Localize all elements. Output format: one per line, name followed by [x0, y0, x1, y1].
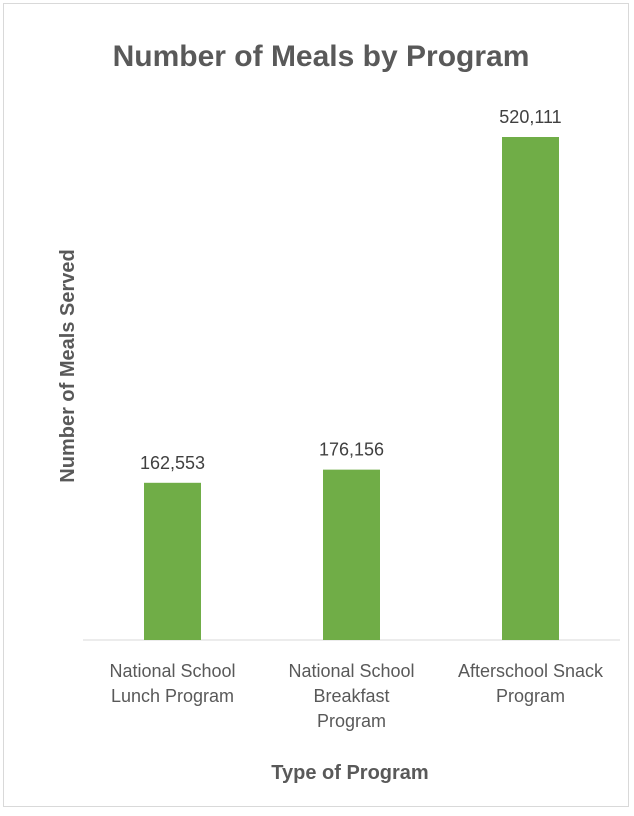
y-axis-title: Number of Meals Served	[57, 249, 79, 482]
category-label-line: Breakfast	[313, 686, 389, 706]
data-label-3: 520,111	[499, 107, 561, 127]
category-label-line: Program	[317, 711, 386, 731]
bar-2	[323, 469, 380, 640]
plot-layer: 162,553 National School Lunch Program 176,1…	[83, 107, 620, 731]
data-label-2: 176,156	[319, 440, 384, 460]
bar-3	[502, 137, 559, 640]
bar-1	[144, 482, 201, 640]
category-label-3: Afterschool Snack Program	[458, 661, 604, 706]
chart-area: Number of Meals by Program Number of Mea…	[3, 3, 629, 807]
category-label-line: National School	[109, 661, 235, 681]
category-label-line: Program	[496, 686, 565, 706]
x-axis-title: Type of Program	[271, 762, 428, 784]
data-label-1: 162,553	[140, 453, 205, 473]
category-label-1: National School Lunch Program	[109, 661, 235, 706]
category-label-2: National School Breakfast Program	[288, 661, 414, 731]
category-label-line: Lunch Program	[111, 686, 234, 706]
category-label-line: National School	[288, 661, 414, 681]
bar-chart: Number of Meals by Program Number of Mea…	[57, 40, 620, 784]
chart-title: Number of Meals by Program	[113, 40, 530, 73]
category-label-line: Afterschool Snack	[458, 661, 604, 681]
